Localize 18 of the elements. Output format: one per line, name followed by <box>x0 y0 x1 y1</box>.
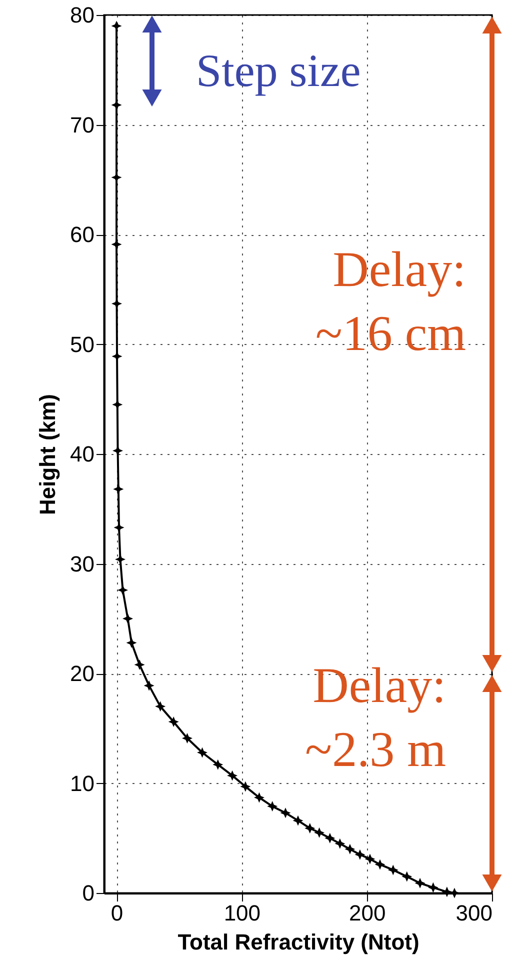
x-axis-title: Total Refractivity (Ntot) <box>178 930 420 954</box>
y-tick-label: 40 <box>70 442 94 466</box>
y-tick-label: 50 <box>70 332 94 357</box>
annotation: Delay: ~2.3 m <box>305 657 446 777</box>
y-tick-label: 80 <box>70 2 94 28</box>
y-tick-label: 70 <box>70 112 94 138</box>
y-tick-label: 10 <box>70 770 94 796</box>
x-tick-label: 0 <box>110 900 124 926</box>
y-tick-label: 60 <box>70 222 94 247</box>
y-tick-label: 30 <box>70 551 94 576</box>
y-axis-title: Height (km) <box>35 394 60 515</box>
x-tick-label: 100 <box>224 900 261 926</box>
y-tick-label: 0 <box>82 880 94 906</box>
y-tick-label: 20 <box>70 661 94 686</box>
x-tick-label: 200 <box>348 900 386 926</box>
x-tick-label: 300 <box>456 900 492 926</box>
annotation: Step size <box>196 45 361 96</box>
annotation: Delay: ~16 cm <box>315 241 466 361</box>
